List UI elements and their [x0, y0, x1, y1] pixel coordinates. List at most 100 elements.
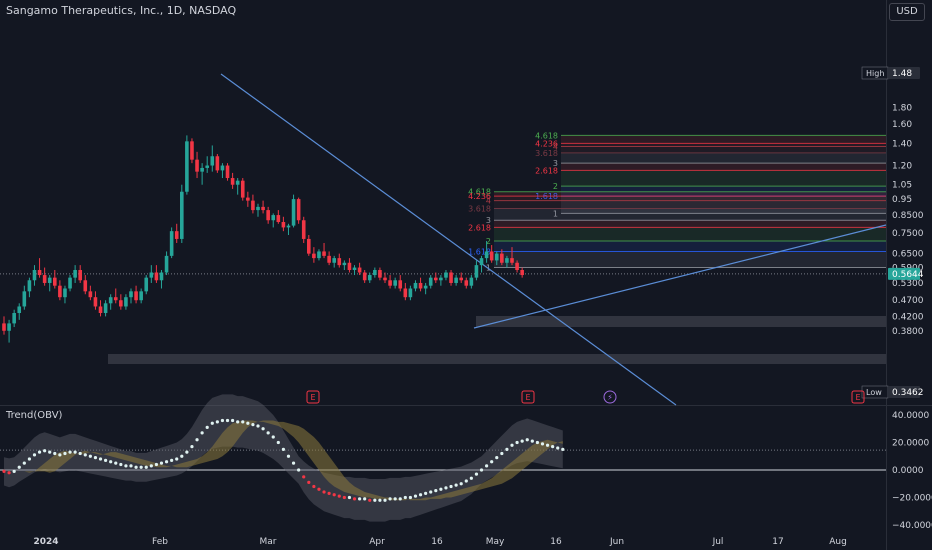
obv-point [225, 418, 230, 423]
obv-envelope [4, 394, 563, 522]
obv-point [58, 453, 62, 457]
obv-point [454, 483, 458, 487]
fib-level-label: 3 [486, 216, 491, 225]
dividend-marker-icon: ⚡ [607, 393, 613, 402]
obv-point [530, 439, 534, 443]
candle-body [520, 270, 524, 276]
obv-point [48, 450, 52, 454]
fib-level-label: 4 [486, 197, 491, 206]
obv-axis-tick: 40.0000 [892, 411, 929, 421]
candle-body [413, 282, 418, 289]
obv-point [88, 454, 92, 458]
fib-band [561, 163, 886, 171]
fib-level-label: 2.618 [468, 223, 491, 232]
price-label-name: High [866, 69, 884, 78]
time-axis-tick: 16 [431, 537, 443, 547]
obv-point [261, 427, 265, 431]
fib-level-label: 3.618 [468, 204, 491, 213]
obv-point [363, 497, 367, 501]
candle-body [276, 215, 281, 223]
candle-body [246, 197, 250, 201]
candle-body [42, 275, 47, 283]
obv-point [195, 438, 199, 442]
obv-point [190, 445, 194, 449]
candle-body [307, 238, 311, 254]
candle-body [352, 267, 357, 271]
obv-point [479, 468, 484, 472]
candle-body [205, 165, 209, 168]
obv-point [32, 453, 37, 457]
fib-level-label: 1 [553, 209, 558, 218]
candle-body [154, 272, 159, 281]
candle-body [515, 262, 519, 271]
price-axis-tick: 1.40 [892, 139, 912, 149]
obv-point [500, 451, 504, 456]
candle-body [180, 191, 184, 239]
obv-point [139, 465, 143, 469]
candle-body [301, 220, 306, 239]
obv-point [444, 486, 448, 490]
fib-level-label: 4.618 [468, 188, 491, 197]
price-axis-tick: 1.80 [892, 103, 912, 113]
obv-point [17, 465, 21, 469]
indicator-title[interactable]: Trend(OBV) [6, 410, 63, 421]
candle-body [200, 167, 204, 172]
price-label-badge [888, 67, 920, 79]
obv-point [104, 458, 108, 462]
candle-body [261, 206, 265, 211]
obv-point [485, 464, 489, 468]
obv-point [164, 460, 169, 464]
chart-title: Sangamo Therapeutics, Inc., 1D, NASDAQ [6, 4, 237, 17]
fib-band [494, 191, 886, 197]
candle-body [37, 270, 42, 276]
obv-point [312, 484, 316, 489]
candle-body [32, 270, 37, 281]
fib-band [494, 251, 886, 268]
candle-body [149, 272, 154, 278]
candle-body [322, 251, 326, 256]
candle-body [78, 270, 82, 281]
candle-body [88, 291, 93, 298]
obv-point [180, 454, 184, 458]
obv-point [459, 482, 463, 486]
obv-point [561, 447, 565, 451]
support-zone [476, 316, 886, 327]
price-label-name: Low [866, 388, 882, 397]
earnings-marker [851, 390, 865, 404]
obv-point [2, 469, 6, 473]
candle-body [317, 251, 321, 259]
obv-point [220, 418, 225, 423]
obv-point [469, 476, 473, 480]
obv-point [449, 484, 453, 489]
obv-point [540, 442, 545, 446]
candle-body [134, 291, 138, 301]
obv-point [429, 490, 433, 494]
time-axis-tick: 2024 [33, 537, 58, 547]
candle-body [494, 253, 499, 261]
candle-body [68, 277, 72, 289]
earnings-marker-icon: E [310, 393, 315, 402]
obv-point [256, 424, 260, 428]
obv-point [73, 450, 77, 454]
downtrend-line [220, 73, 677, 406]
candle-body [489, 251, 494, 261]
fib-band [494, 196, 886, 201]
obv-axis-tick: 20.0000 [892, 439, 929, 449]
obv-axis-tick: −40.0000 [892, 521, 932, 531]
time-axis-tick: Jun [609, 537, 624, 547]
price-axis-tick: 0.4700 [892, 296, 924, 306]
obv-point [119, 462, 123, 467]
obv-point [144, 465, 148, 469]
obv-axis-tick: −20.0000 [892, 494, 932, 504]
candle-body [225, 165, 230, 179]
candle-body [113, 297, 118, 301]
fib-band [561, 135, 886, 144]
candle-body [444, 272, 448, 278]
obv-point [276, 440, 280, 445]
obv-point [43, 449, 47, 453]
currency-button[interactable]: USD [889, 3, 925, 21]
candle-body [327, 255, 331, 263]
candle-body [378, 270, 382, 278]
obv-point [78, 451, 82, 456]
